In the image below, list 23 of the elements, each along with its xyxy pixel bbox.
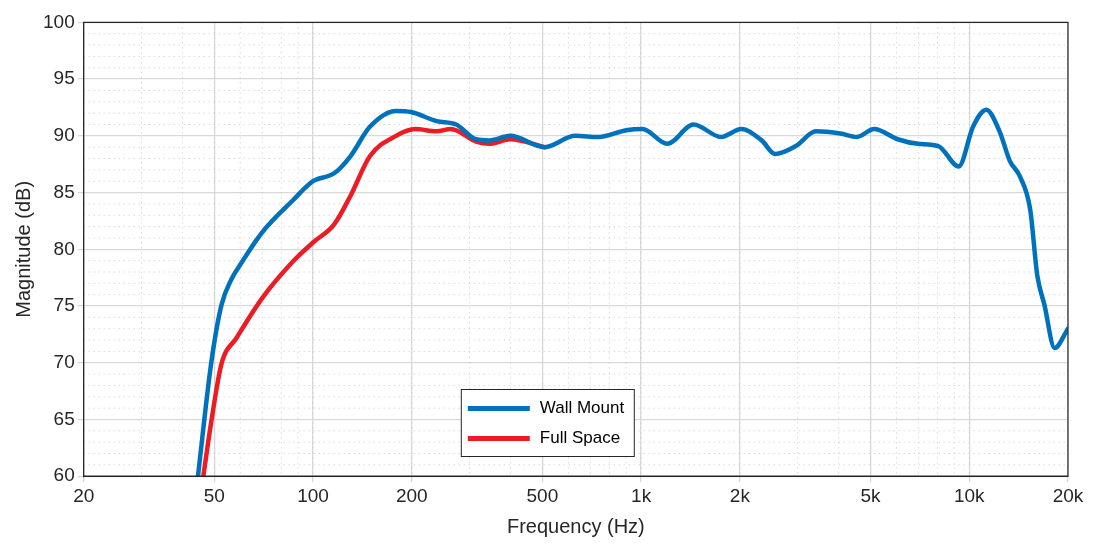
y-tick-label: 60 — [53, 464, 75, 486]
y-tick-label: 80 — [53, 237, 75, 259]
y-axis-title: Magnitude (dB) — [11, 180, 34, 318]
x-tick-label: 20k — [1052, 484, 1084, 506]
y-tick-label: 75 — [53, 294, 75, 316]
y-tick-label: 100 — [43, 10, 75, 32]
x-tick-label: 2k — [729, 484, 751, 506]
y-tick-label: 90 — [53, 124, 75, 146]
x-axis-title: Frequency (Hz) — [506, 514, 645, 537]
x-tick-label: 500 — [526, 484, 559, 506]
y-tick-label: 70 — [53, 350, 75, 372]
x-tick-label: 200 — [395, 484, 428, 506]
x-tick-label: 20 — [73, 484, 95, 506]
x-tick-label: 50 — [203, 484, 225, 506]
y-tick-label: 95 — [53, 67, 75, 89]
x-tick-label: 5k — [860, 484, 881, 506]
x-tick-label: 100 — [297, 484, 329, 506]
legend-label: Full Space — [539, 428, 621, 448]
y-tick-label: 85 — [53, 180, 75, 202]
x-tick-label: 10k — [953, 484, 986, 506]
y-tick-label: 65 — [53, 407, 75, 429]
legend-label: Wall Mount — [539, 398, 625, 418]
x-tick-label: 1k — [631, 484, 652, 506]
